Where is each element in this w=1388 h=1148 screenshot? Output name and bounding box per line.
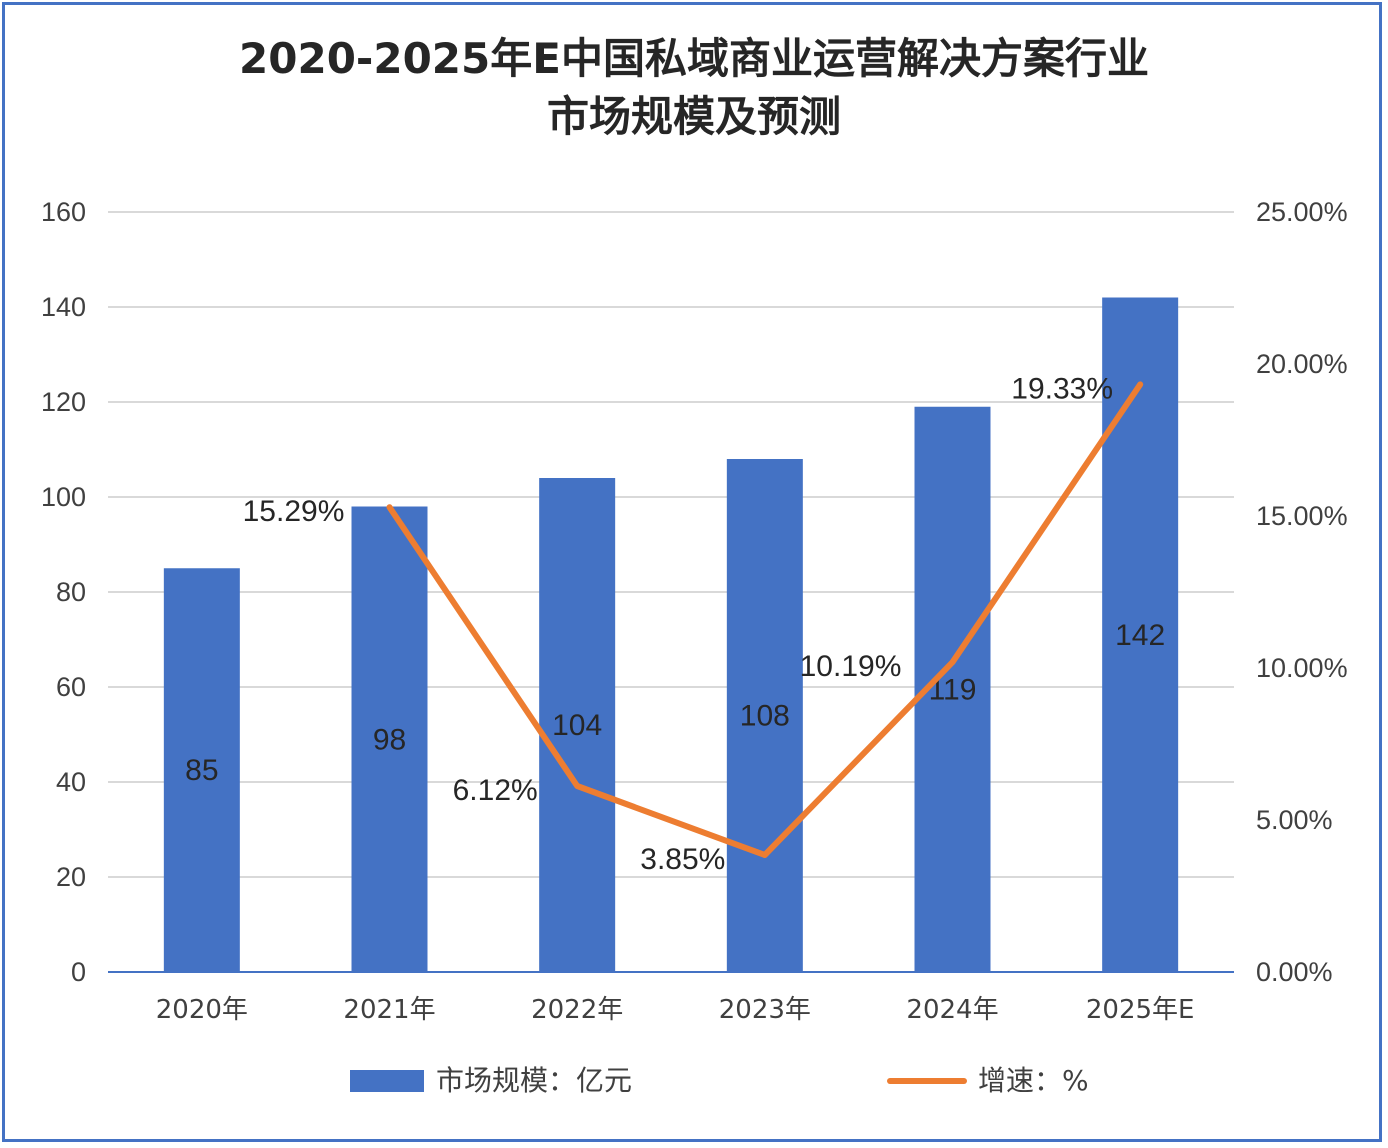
line-data-label: 15.29% — [243, 495, 345, 528]
y-left-tick-label: 160 — [41, 197, 86, 227]
growth-line — [386, 381, 1144, 858]
line-data-label: 10.19% — [800, 650, 902, 683]
y-left-tick-label: 100 — [41, 482, 86, 512]
y-left-tick-label: 40 — [56, 767, 86, 797]
y-right-tick-label: 10.00% — [1256, 653, 1348, 683]
legend-bar-label: 市场规模：亿元 — [436, 1064, 632, 1097]
legend-line-label: 增速：% — [978, 1064, 1089, 1097]
bar-data-label: 85 — [185, 754, 218, 787]
y-right-tick-label: 5.00% — [1256, 805, 1333, 835]
y-right-tick-label: 25.00% — [1256, 197, 1348, 227]
bar — [351, 506, 428, 972]
bar-data-label: 104 — [552, 709, 602, 742]
legend-bar-swatch — [350, 1070, 424, 1092]
x-tick-label: 2023年 — [719, 995, 811, 1025]
y-left-tick-label: 20 — [56, 862, 86, 892]
y-right-tick-label: 15.00% — [1256, 501, 1348, 531]
y-left-tick-label: 0 — [71, 957, 86, 987]
x-tick-label: 2025年E — [1086, 995, 1195, 1025]
bar-data-label: 142 — [1115, 619, 1165, 652]
x-tick-label: 2022年 — [531, 995, 623, 1025]
bar — [163, 568, 240, 972]
y-left-tick-label: 80 — [56, 577, 86, 607]
bar-data-label: 108 — [740, 700, 790, 733]
chart-title-line1: 2020-2025年E中国私域商业运营解决方案行业 — [239, 34, 1149, 83]
x-tick-label: 2020年 — [156, 995, 248, 1025]
x-axis: 2020年 2021年 2022年 2023年 2024年 2025年E — [108, 971, 1234, 1025]
legend: 市场规模：亿元 增速：% — [350, 1064, 1089, 1097]
line-series: 15.29% 6.12% 3.85% 10.19% 19.33% — [243, 372, 1144, 876]
bar — [539, 478, 616, 972]
y-right-tick-label: 0.00% — [1256, 957, 1333, 987]
gridlines — [108, 211, 1234, 878]
line-data-label: 3.85% — [640, 843, 725, 876]
chart-title: 2020-2025年E中国私域商业运营解决方案行业 市场规模及预测 — [0, 30, 1388, 146]
chart-title-line2: 市场规模及预测 — [546, 92, 841, 141]
y-right-tick-label: 20.00% — [1256, 349, 1348, 379]
x-tick-label: 2021年 — [343, 995, 435, 1025]
y-left-tick-label: 140 — [41, 292, 86, 322]
y-axis-right: 0.00% 5.00% 10.00% 15.00% 20.00% 25.00% — [1256, 197, 1348, 987]
y-left-tick-label: 120 — [41, 387, 86, 417]
bar — [726, 459, 803, 972]
bar-data-label: 98 — [373, 723, 406, 756]
x-tick-label: 2024年 — [906, 995, 998, 1025]
line-data-label: 19.33% — [1011, 372, 1113, 405]
line-data-label: 6.12% — [453, 774, 538, 807]
y-axis-left: 0 20 40 60 80 100 120 140 160 — [41, 197, 86, 987]
bar — [1102, 297, 1179, 972]
y-left-tick-label: 60 — [56, 672, 86, 702]
